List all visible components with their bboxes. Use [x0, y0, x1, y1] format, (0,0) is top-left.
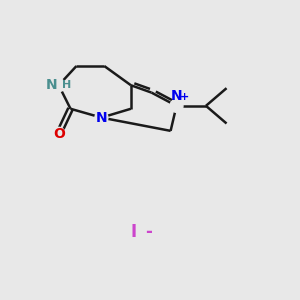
Circle shape — [52, 127, 65, 140]
Text: O: O — [53, 127, 65, 141]
Text: I: I — [130, 224, 137, 242]
Circle shape — [95, 111, 108, 124]
Text: N: N — [46, 78, 57, 92]
Text: N: N — [96, 111, 107, 124]
Text: N: N — [171, 89, 182, 103]
Circle shape — [170, 99, 183, 112]
Text: H: H — [62, 80, 71, 90]
Circle shape — [52, 79, 65, 92]
Text: -: - — [146, 224, 152, 242]
Text: +: + — [180, 92, 189, 102]
